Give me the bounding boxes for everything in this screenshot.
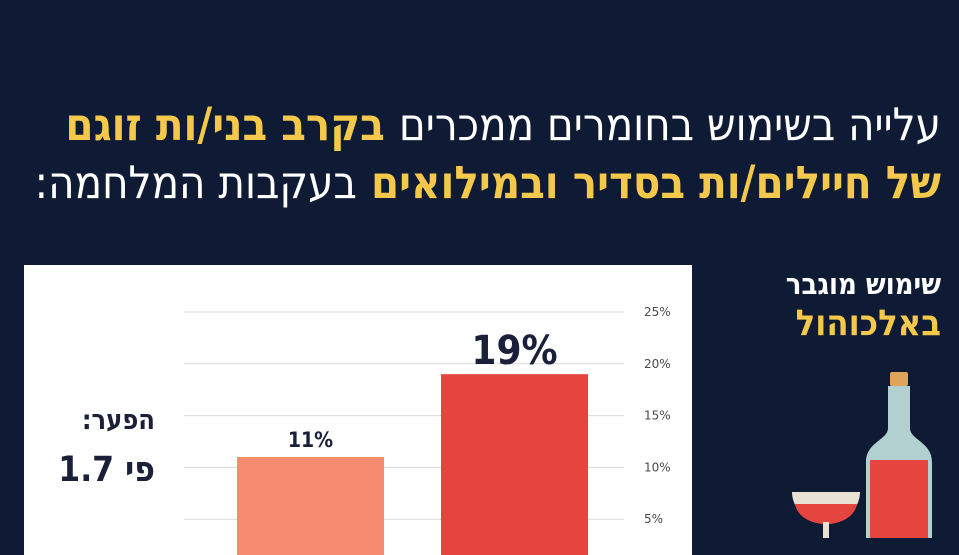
y-tick-label: 25%: [644, 305, 671, 319]
side-title: שימוש מוגבר באלכוהול: [711, 264, 941, 344]
y-tick-label: 20%: [644, 357, 671, 371]
headline-line2-plain: בעקבות המלחמה:: [34, 156, 357, 209]
gap-label: הפער:: [81, 405, 155, 436]
wine-bottle-and-glass-icon: [792, 372, 932, 538]
bar-chart: 5% 10% 15% 20% 25% 11% 19%: [184, 305, 671, 555]
data-label: 19%: [471, 328, 557, 374]
side-title-line1: שימוש מוגבר: [785, 267, 941, 301]
headline-line2-highlight: של חיילים/ות בסדיר ובמילואים: [370, 156, 941, 209]
bar: [441, 374, 588, 555]
bars: [237, 374, 588, 555]
headline-line1-highlight: בקרב בני/ות זוגם: [65, 98, 385, 151]
y-tick-label: 5%: [644, 512, 663, 526]
headline: עלייה בשימוש בחומרים ממכרים בקרב בני/ות …: [21, 96, 941, 212]
y-tick-label: 15%: [644, 409, 671, 423]
data-labels: 11% 19%: [288, 328, 558, 452]
side-title-line2: באלכוהול: [795, 303, 941, 344]
gap-value: פי 1.7: [58, 450, 155, 490]
headline-line1-plain: עלייה בשימוש בחומרים ממכרים: [398, 98, 941, 151]
y-tick-labels: 5% 10% 15% 20% 25%: [644, 305, 671, 526]
chart-panel: 5% 10% 15% 20% 25% 11% 19%: [24, 265, 692, 555]
data-label: 11%: [288, 428, 333, 452]
y-tick-label: 10%: [644, 460, 671, 474]
bar: [237, 457, 384, 555]
